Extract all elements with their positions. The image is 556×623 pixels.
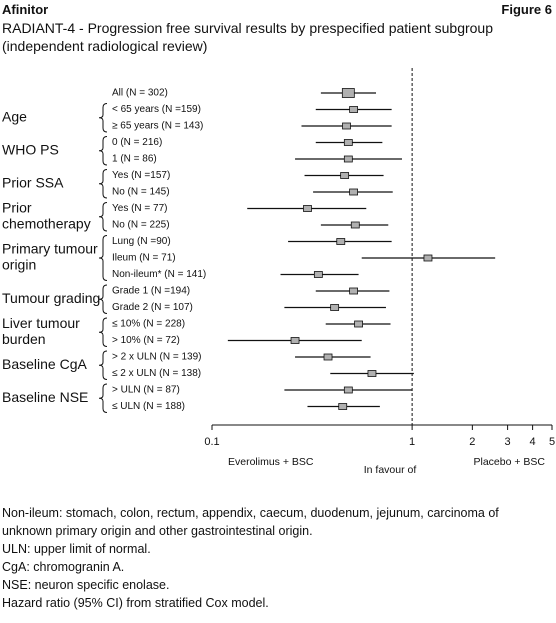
row-label: 1 (N = 86) [112, 154, 157, 165]
row-label: Grade 2 (N = 107) [112, 302, 193, 313]
x-tick-label: 3 [505, 436, 511, 448]
group-label: Primary tumour [2, 241, 98, 257]
footnote: CgA: chromogranin A. [2, 560, 125, 574]
footnotes: Non-ileum: stomach, colon, rectum, appen… [2, 504, 550, 612]
row-label: ≤ 2 x ULN (N = 138) [112, 368, 201, 379]
x-label-right: Placebo + BSC [473, 456, 545, 468]
footnote: Hazard ratio (95% CI) from stratified Co… [2, 596, 269, 610]
brace [98, 235, 108, 281]
group-label: Liver tumour [2, 315, 80, 331]
x-tick-label: 4 [530, 436, 536, 448]
hr-box [303, 205, 312, 212]
brace [98, 284, 108, 314]
row-label: ≤ ULN (N = 188) [112, 401, 185, 412]
row-label: Lung (N =90) [112, 236, 171, 247]
row-label: No (N = 145) [112, 187, 170, 198]
hr-box [343, 386, 353, 394]
x-tick-label: 0.1 [204, 436, 219, 448]
row-label: ≥ 65 years (N = 143) [112, 121, 203, 132]
group-label: Tumour grading [2, 290, 100, 306]
row-label: > 10% (N = 72) [112, 335, 180, 346]
hr-box [354, 320, 363, 328]
group-label: chemotherapy [2, 215, 91, 231]
group-label: Age [2, 108, 27, 124]
row-label: No (N = 225) [112, 220, 170, 231]
hr-box [338, 403, 348, 410]
hr-box [342, 122, 351, 130]
row-label: 0 (N = 216) [112, 137, 162, 148]
x-tick-label: 2 [469, 436, 475, 448]
brace [98, 317, 108, 347]
group-label: origin [2, 257, 36, 273]
group-label: Baseline CgA [2, 356, 87, 372]
group-label: Prior SSA [2, 174, 64, 190]
hr-box [313, 271, 323, 278]
hr-box [349, 287, 358, 295]
hr-box [343, 139, 353, 146]
row-label: Non-ileum* (N = 141) [112, 269, 206, 280]
footnote: ULN: upper limit of normal. [2, 542, 151, 556]
hr-box [349, 106, 358, 113]
hr-box [340, 172, 350, 179]
brace [98, 169, 108, 199]
group-label: WHO PS [2, 141, 59, 157]
brace [98, 136, 108, 166]
group-label: Baseline NSE [2, 389, 88, 405]
row-label: > 2 x ULN (N = 139) [112, 352, 201, 363]
row-label: Grade 1 (N =194) [112, 286, 190, 297]
row-label: Yes (N = 77) [112, 203, 168, 214]
hr-box [349, 188, 358, 196]
row-label: Ileum (N = 71) [112, 253, 176, 264]
hr-box [330, 304, 340, 311]
hr-box [336, 238, 346, 245]
row-label: Yes (N =157) [112, 170, 170, 181]
header-right: Figure 6 [501, 2, 552, 17]
group-label: burden [2, 331, 46, 347]
group-label: Prior [2, 199, 32, 215]
chart-title: RADIANT-4 - Progression free survival re… [2, 20, 493, 54]
x-label-left: Everolimus + BSC [228, 456, 314, 468]
hr-box [367, 370, 377, 377]
brace [98, 202, 108, 232]
footnote: Non-ileum: stomach, colon, rectum, appen… [2, 506, 499, 538]
header-left: Afinitor [2, 2, 49, 17]
row-label: ≤ 10% (N = 228) [112, 319, 185, 330]
x-label-center: In favour of [364, 464, 417, 476]
hr-box [323, 353, 333, 361]
hr-box [350, 221, 360, 229]
brace [98, 383, 108, 413]
chart: 0.1 1 2 3 4 5 Everolimus + BSC In favour of Plac… [2, 68, 555, 476]
hr-box [423, 254, 433, 262]
row-label: > ULN (N = 87) [112, 385, 180, 396]
hr-box [341, 88, 355, 98]
hr-box [290, 337, 300, 344]
row-label: All (N = 302) [112, 88, 168, 99]
x-tick-label: 5 [549, 436, 555, 448]
hr-box [343, 155, 353, 163]
x-tick-label: 1 [409, 436, 415, 448]
brace [98, 103, 108, 133]
row-label: < 65 years (N =159) [112, 104, 201, 115]
footnote: NSE: neuron specific enolase. [2, 578, 170, 592]
brace [98, 350, 108, 380]
